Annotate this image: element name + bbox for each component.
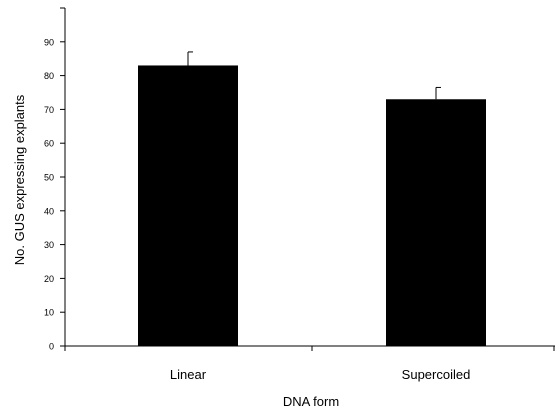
y-tick-label: 10 [44, 308, 54, 318]
y-tick-label: 0 [49, 342, 54, 352]
y-axis-label: No. GUS expressing explants [12, 94, 27, 265]
y-tick-label: 40 [44, 206, 54, 216]
y-tick-label: 20 [44, 274, 54, 284]
plot-area: 0 10 20 30 40 50 60 70 80 90 Linear Supercoiled [44, 7, 555, 382]
y-tick-label: 70 [44, 105, 54, 115]
y-tick-label: 60 [44, 139, 54, 149]
x-tick-label: Linear [170, 367, 207, 382]
y-tick-label: 80 [44, 71, 54, 81]
y-tick-label: 90 [44, 37, 54, 47]
bar-supercoiled [386, 99, 486, 346]
bar-linear [138, 65, 238, 347]
y-tick-label: 30 [44, 240, 54, 250]
x-axis-label: DNA form [283, 394, 339, 409]
x-tick-label: Supercoiled [402, 367, 471, 382]
y-tick-label: 50 [44, 173, 54, 183]
